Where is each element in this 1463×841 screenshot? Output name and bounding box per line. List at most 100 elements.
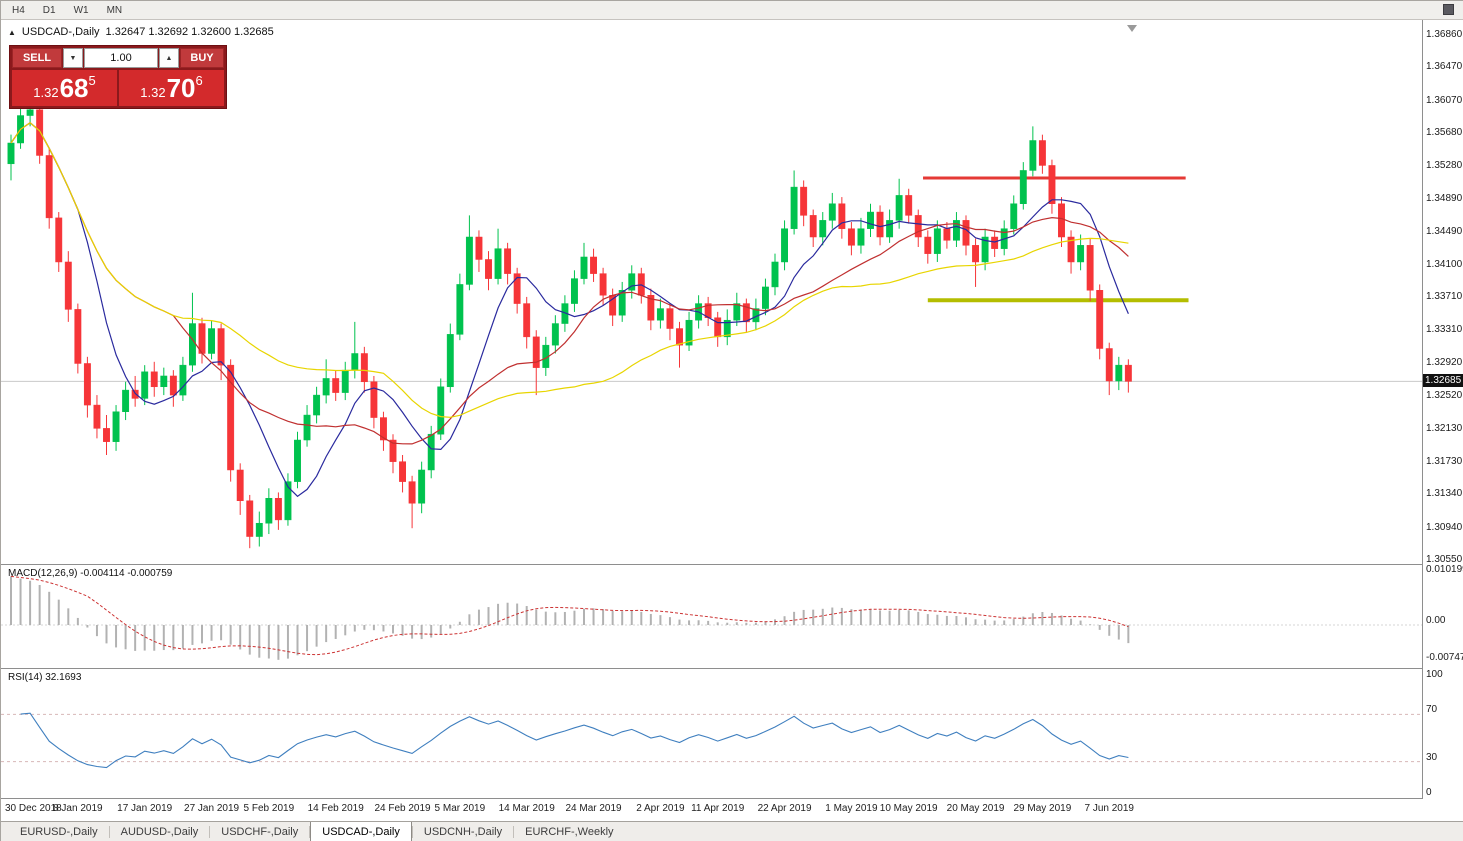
price-axis-label: 1.35280: [1426, 160, 1463, 172]
rsi-label: RSI(14) 32.1693: [8, 672, 82, 683]
current-price-tag: 1.32685: [1423, 374, 1463, 388]
date-axis-label: 22 Apr 2019: [757, 803, 812, 814]
sell-price-button[interactable]: 1.32 68 5: [12, 70, 117, 106]
tab-separator: [209, 826, 211, 838]
date-axis: 30 Dec 2018 8 Jan 2019 17 Jan 2019 27 Jan 2…: [1, 799, 1463, 821]
buy-price-main: 70: [166, 73, 196, 103]
timeframe-w1-button[interactable]: W1: [69, 3, 94, 18]
date-axis-label: 5 Feb 2019: [243, 803, 295, 814]
date-axis-label: 1 May 2019: [825, 803, 878, 814]
macd-panel: MACD(12,26,9) -0.004114 -0.000759: [1, 565, 1422, 669]
tab-eurchf-weekly[interactable]: EURCHF-,Weekly: [525, 826, 614, 838]
timeframe-h4-button[interactable]: H4: [7, 3, 30, 18]
candles-layer: [7, 101, 1132, 549]
chart-title: ▲ USDCAD-,Daily 1.32647 1.32692 1.32600 …: [8, 26, 274, 38]
price-axis-label: 1.31730: [1426, 455, 1463, 467]
tab-separator: [108, 826, 110, 838]
price-axis-label: 1.30940: [1426, 521, 1463, 533]
macd-chart-canvas[interactable]: [1, 565, 1422, 668]
price-axis-label: 1.33710: [1426, 291, 1463, 303]
date-axis-label: 20 May 2019: [946, 803, 1005, 814]
chart-ohlc-values: 1.32647 1.32692 1.32600 1.32685: [105, 26, 274, 38]
price-axis-label: 1.32920: [1426, 356, 1463, 368]
date-axis-label: 24 Feb 2019: [374, 803, 431, 814]
tab-usdchf-daily[interactable]: USDCHF-,Daily: [221, 826, 299, 838]
price-axis-label: 1.34100: [1426, 258, 1463, 270]
volume-decrease-button[interactable]: ▼: [63, 48, 83, 68]
date-axis-label: 11 Apr 2019: [691, 803, 745, 814]
price-axis-label: 1.34890: [1426, 192, 1463, 204]
macd-axis-label: 0.00: [1426, 615, 1446, 626]
toolbar-corner-icon: [1443, 4, 1454, 15]
timeframe-d1-button[interactable]: D1: [38, 3, 61, 18]
triangle-up-icon: ▲: [165, 54, 173, 62]
tab-separator: [309, 826, 311, 838]
price-axis-label: 1.36860: [1426, 29, 1463, 40]
date-axis-label: 17 Jan 2019: [117, 803, 173, 814]
chart-symbol-label: USDCAD-,Daily: [21, 26, 100, 38]
rsi-axis-label: 0: [1426, 787, 1432, 798]
chart-shift-icon[interactable]: [1127, 25, 1137, 32]
buy-button[interactable]: BUY: [180, 48, 224, 68]
sell-price-pip: 5: [88, 73, 96, 88]
volume-input[interactable]: [84, 48, 158, 68]
price-axis-label: 1.36070: [1426, 94, 1463, 106]
collapse-panel-icon[interactable]: ▲: [8, 27, 16, 37]
sell-price-main: 68: [59, 73, 89, 103]
date-axis-label: 24 Mar 2019: [565, 803, 622, 814]
timeframe-mn-button[interactable]: MN: [102, 3, 128, 18]
tab-separator: [411, 826, 413, 838]
date-axis-label: 30 Dec 2018: [5, 803, 62, 814]
macd-signal-line: [10, 575, 1129, 656]
buy-price-prefix: 1.32: [140, 84, 166, 100]
macd-axis-label: 0.010199: [1426, 564, 1463, 575]
one-click-trading-panel: SELL ▼ ▲ BUY 1.32 68 5 1.32 70 6: [9, 45, 227, 109]
date-axis-label: 7 Jun 2019: [1084, 803, 1135, 814]
ma-fast-line: [10, 121, 1129, 498]
buy-price-button[interactable]: 1.32 70 6: [119, 70, 224, 106]
date-axis-label: 8 Jan 2019: [53, 803, 103, 814]
date-axis-label: 14 Mar 2019: [498, 803, 555, 814]
price-axis-label: 1.34490: [1426, 226, 1463, 238]
price-axis-label: 1.33310: [1426, 324, 1463, 336]
ma-mid-line: [10, 121, 1129, 445]
main-chart-panel: ▲ USDCAD-,Daily 1.32647 1.32692 1.32600 …: [1, 20, 1422, 565]
price-axis-label: 1.32130: [1426, 422, 1463, 434]
tab-eurusd-daily[interactable]: EURUSD-,Daily: [20, 826, 98, 838]
date-axis-label: 29 May 2019: [1013, 803, 1072, 814]
date-axis-label: 5 Mar 2019: [434, 803, 486, 814]
macd-axis-label: -0.007476: [1426, 652, 1463, 664]
chart-tab-bar: EURUSD-,Daily AUDUSD-,Daily USDCHF-,Daily U…: [1, 821, 1463, 841]
sell-price-prefix: 1.32: [33, 84, 59, 100]
tab-audusd-daily[interactable]: AUDUSD-,Daily: [120, 826, 199, 838]
top-toolbar: H4 D1 W1 MN: [1, 1, 1463, 20]
tab-usdcad-daily[interactable]: USDCAD-,Daily: [310, 822, 412, 841]
price-axis-label: 1.32520: [1426, 390, 1463, 402]
date-axis-label: 27 Jan 2019: [184, 803, 240, 814]
price-axis: 1.36860 1.36470 1.36070 1.35680 1.35280 1.348…: [1422, 20, 1463, 799]
candlestick-chart-canvas[interactable]: [1, 20, 1422, 564]
tab-usdcnh-daily[interactable]: USDCNH-,Daily: [423, 826, 503, 838]
macd-histogram: [10, 576, 1130, 660]
ma-slow-line: [10, 121, 1129, 418]
date-axis-label: 14 Feb 2019: [307, 803, 364, 814]
rsi-axis-label: 100: [1426, 669, 1443, 680]
date-axis-label: 10 May 2019: [879, 803, 938, 814]
date-axis-label: 2 Apr 2019: [636, 803, 685, 814]
rsi-line: [20, 712, 1129, 769]
rsi-axis-label: 70: [1426, 704, 1438, 716]
price-axis-label: 1.35680: [1426, 127, 1463, 139]
price-axis-label: 1.36470: [1426, 61, 1463, 73]
volume-increase-button[interactable]: ▲: [159, 48, 179, 68]
buy-price-pip: 6: [195, 73, 203, 88]
price-axis-label: 1.30550: [1426, 554, 1463, 565]
sell-button[interactable]: SELL: [12, 48, 62, 68]
price-axis-label: 1.31340: [1426, 488, 1463, 500]
triangle-down-icon: ▼: [69, 54, 77, 62]
macd-label: MACD(12,26,9) -0.004114 -0.000759: [8, 568, 173, 579]
tab-separator: [513, 826, 515, 838]
rsi-panel: RSI(14) 32.1693: [1, 669, 1422, 799]
rsi-axis-label: 30: [1426, 751, 1438, 763]
rsi-chart-canvas[interactable]: [1, 669, 1422, 798]
